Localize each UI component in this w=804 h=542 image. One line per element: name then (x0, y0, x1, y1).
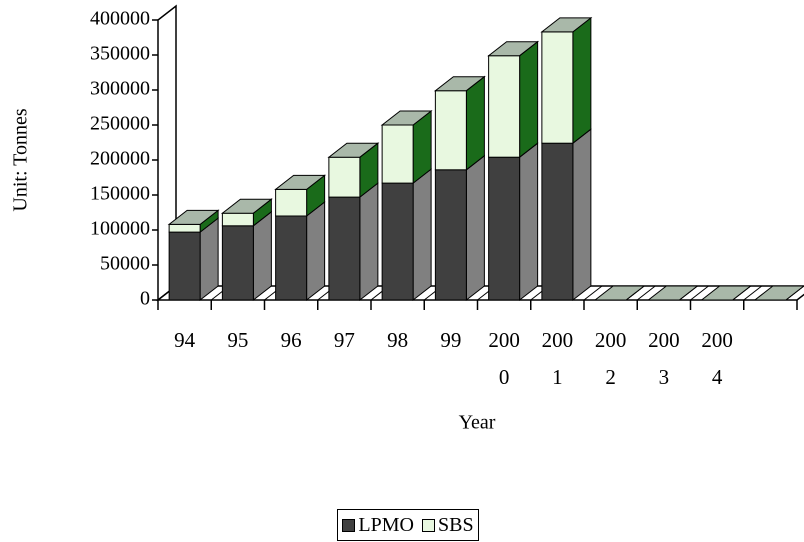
bar (381, 124, 414, 184)
bar-side (465, 154, 485, 302)
bar (275, 215, 308, 301)
bar-side (572, 128, 592, 302)
y-tick-label: 400000 (90, 8, 150, 30)
legend: LPMO SBS (337, 509, 479, 541)
y-tick-label: 100000 (90, 218, 150, 240)
bar-top (433, 76, 486, 92)
bar (434, 90, 467, 171)
bar (541, 142, 574, 301)
bar-side (412, 168, 432, 302)
bar-side (519, 40, 539, 159)
bar (168, 223, 201, 233)
floor-divider (636, 285, 656, 301)
x-tick-label: 2000 (488, 328, 520, 389)
bar (221, 225, 254, 301)
bar-top (274, 174, 327, 190)
x-tick-label: 2003 (648, 328, 680, 389)
x-tick-label: 96 (280, 328, 302, 352)
legend-swatch (421, 519, 435, 533)
bar-top (487, 41, 540, 57)
x-axis-title: Year (459, 412, 496, 434)
bar (488, 156, 521, 301)
x-tick-label: 2002 (594, 328, 627, 389)
x-tick-label: 2004 (701, 328, 733, 389)
y-tick-label: 50000 (100, 253, 150, 275)
legend-swatch (342, 519, 356, 533)
bar-top (646, 285, 699, 301)
bar-top (380, 110, 433, 126)
bar (328, 156, 361, 198)
y-tick-label: 150000 (90, 183, 150, 205)
y-axis-title: Unit: Tonnes (10, 108, 32, 211)
bar-top (593, 285, 646, 301)
y-tick-label: 350000 (90, 43, 150, 65)
bar-side (465, 75, 485, 171)
y-tick-label: 200000 (90, 148, 150, 170)
legend-item: LPMO (342, 514, 414, 537)
bar (381, 182, 414, 301)
bar (488, 55, 521, 158)
bar (168, 231, 201, 301)
floor-divider (690, 285, 709, 301)
bar (541, 31, 574, 144)
legend-label: LPMO (358, 513, 414, 536)
bar-top (327, 142, 380, 158)
bar-side (252, 210, 272, 302)
bar-top (220, 198, 273, 214)
x-tick-label: 95 (227, 328, 249, 352)
bar-top (700, 285, 753, 301)
legend-item: SBS (421, 513, 474, 537)
floor-divider (583, 285, 603, 301)
x-tick-label: 98 (387, 328, 409, 352)
x-tick-label: 94 (174, 328, 196, 352)
x-tick-label: 97 (333, 328, 355, 352)
bar-side (572, 16, 592, 145)
bar (221, 212, 254, 227)
legend-label: SBS (437, 513, 474, 536)
bar-side (519, 142, 539, 302)
bar (434, 169, 467, 301)
floor-divider (743, 285, 763, 301)
bar-side (359, 182, 379, 302)
x-tick-label: 99 (440, 328, 462, 352)
bar-top (540, 17, 593, 33)
y-tick-label: 300000 (90, 78, 150, 100)
x-tick-label: 2001 (541, 328, 574, 389)
bar (275, 188, 308, 217)
y-tick-label: 0 (140, 288, 150, 310)
bar (328, 196, 361, 301)
bar-top (167, 209, 220, 225)
bar-side (306, 200, 326, 302)
y-tick-label: 250000 (90, 113, 150, 135)
